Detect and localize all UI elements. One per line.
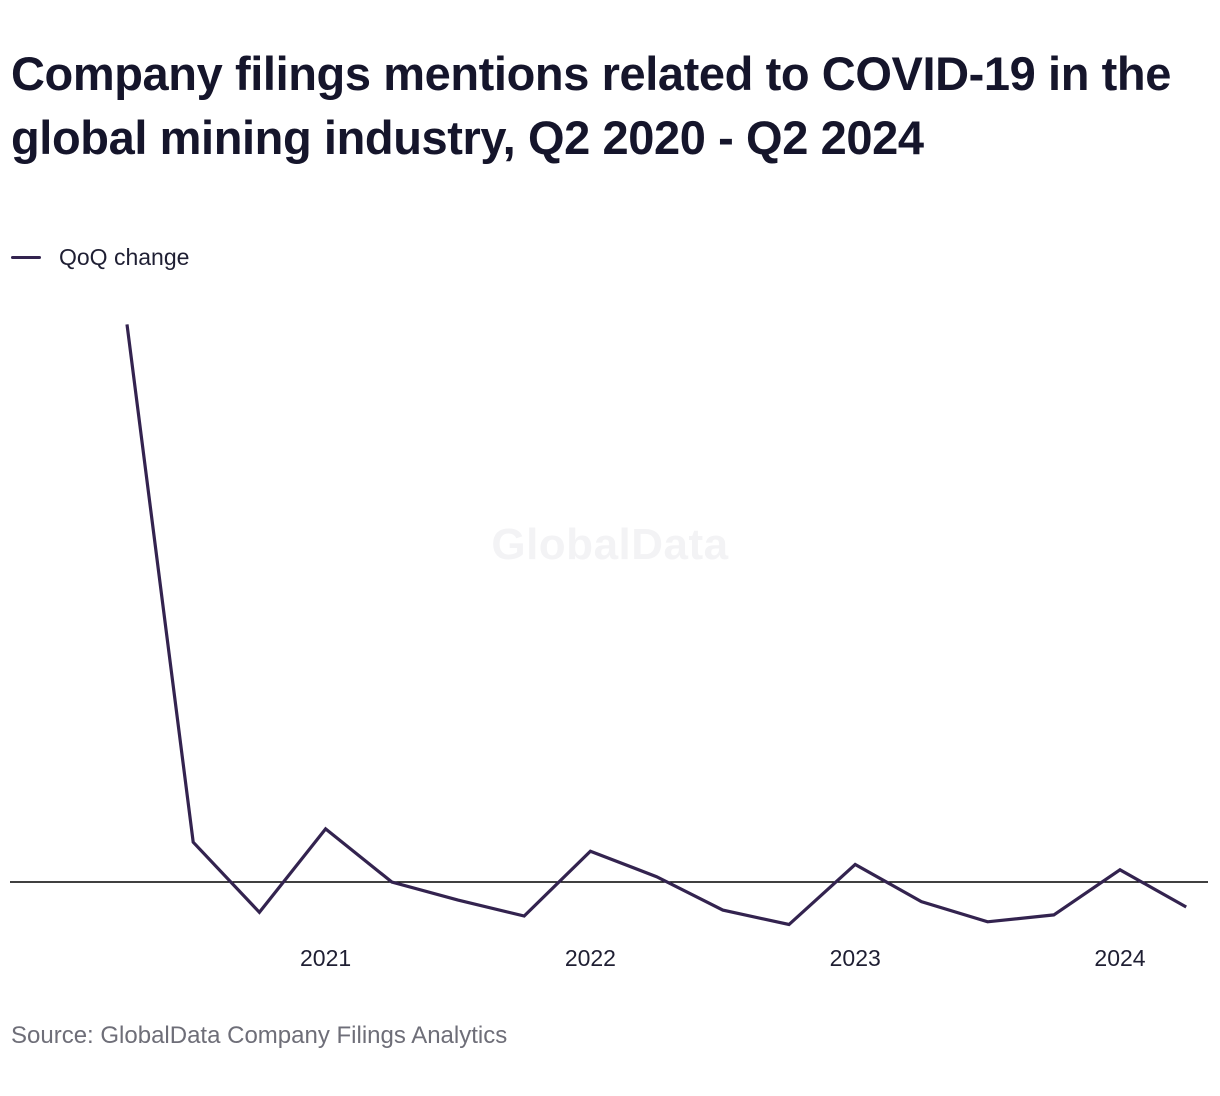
data-point: [788, 923, 791, 926]
x-tick-label: 2022: [565, 945, 616, 971]
legend-label: QoQ change: [59, 243, 190, 270]
x-tick-label: 2023: [830, 945, 881, 971]
data-point: [126, 323, 129, 326]
x-tick-label: 2021: [300, 945, 351, 971]
data-point: [457, 899, 460, 902]
legend: QoQ change: [11, 242, 189, 272]
series-line-qoq-change: [125, 324, 1187, 927]
data-point: [920, 900, 923, 903]
chart-title: Company filings mentions related to COVI…: [11, 47, 1171, 164]
line-chart: 2021 2022 2023 2024: [10, 323, 1208, 971]
data-point: [1119, 868, 1122, 871]
legend-swatch: [11, 255, 41, 259]
source-note: Source: GlobalData Company Filings Analy…: [11, 1022, 508, 1049]
data-point: [1185, 906, 1188, 909]
series-layer: [125, 323, 1188, 927]
data-point: [986, 920, 989, 923]
data-point: [589, 850, 592, 853]
data-point: [192, 841, 195, 844]
x-tick-label: 2024: [1094, 945, 1145, 971]
data-point: [655, 875, 658, 878]
data-point: [390, 881, 393, 884]
data-point: [1052, 913, 1055, 916]
data-point: [721, 909, 724, 912]
data-point: [523, 915, 526, 918]
data-point: [854, 863, 857, 866]
x-axis-ticks: 2021 2022 2023 2024: [300, 945, 1146, 971]
data-point: [258, 911, 261, 914]
data-point: [324, 827, 327, 830]
